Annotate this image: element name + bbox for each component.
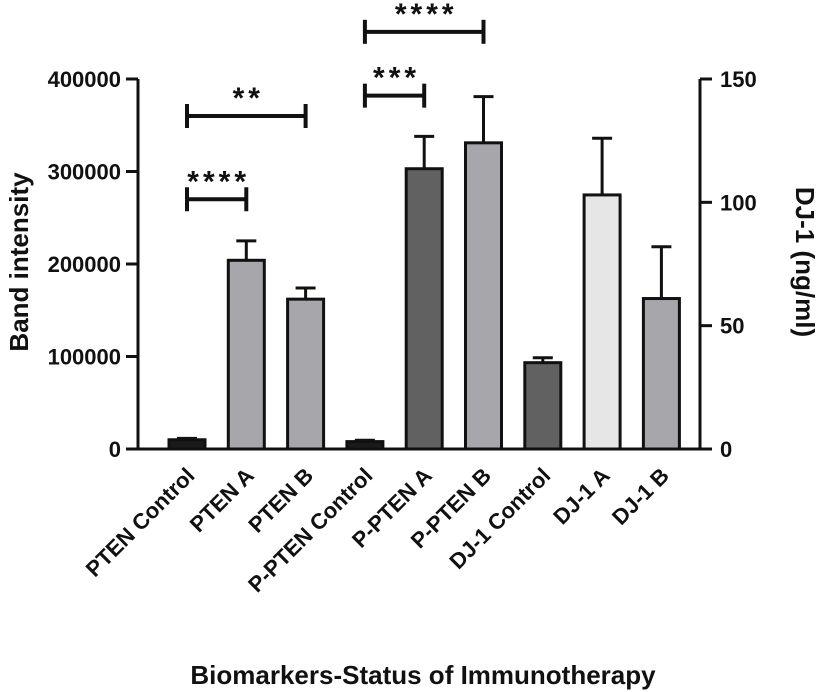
bar	[226, 258, 266, 451]
significance-brackets: *************	[185, 0, 486, 212]
y-tick-label-left: 100000	[48, 345, 121, 370]
y-tick-label-left: 300000	[48, 160, 121, 185]
significance-label: ***	[373, 62, 420, 95]
error-bars	[177, 95, 672, 442]
y-tick-label-right: 0	[720, 437, 732, 462]
significance-label: ****	[395, 0, 458, 31]
y-axis-right-title: DJ-1 (ng/ml)	[790, 187, 816, 337]
x-tick-label: PTEN Control	[81, 463, 200, 582]
x-tick-label: PTEN A	[185, 463, 259, 537]
y-tick-label-left: 400000	[48, 67, 121, 92]
bar	[641, 297, 681, 451]
bar	[167, 438, 207, 451]
significance-label: **	[233, 82, 264, 115]
significance-label: ****	[187, 165, 250, 198]
y-tick-label-right: 100	[720, 190, 757, 215]
y-tick-label-right: 50	[720, 314, 744, 339]
bars	[167, 141, 681, 451]
bar	[345, 440, 385, 451]
y-axis-left-title: Band intensity	[4, 172, 34, 352]
bar	[286, 297, 326, 451]
bar	[404, 167, 444, 451]
y-tick-label-left: 200000	[48, 252, 121, 277]
y-tick-label-right: 150	[720, 67, 757, 92]
bar	[582, 193, 622, 451]
bar	[464, 141, 503, 451]
bar	[523, 361, 563, 451]
x-axis-title: Biomarkers-Status of Immunotherapy	[190, 660, 656, 690]
x-tick-label: DJ-1 A	[548, 463, 614, 529]
y-tick-label-left: 0	[109, 437, 121, 462]
x-tick-label: DJ-1 B	[607, 463, 674, 530]
